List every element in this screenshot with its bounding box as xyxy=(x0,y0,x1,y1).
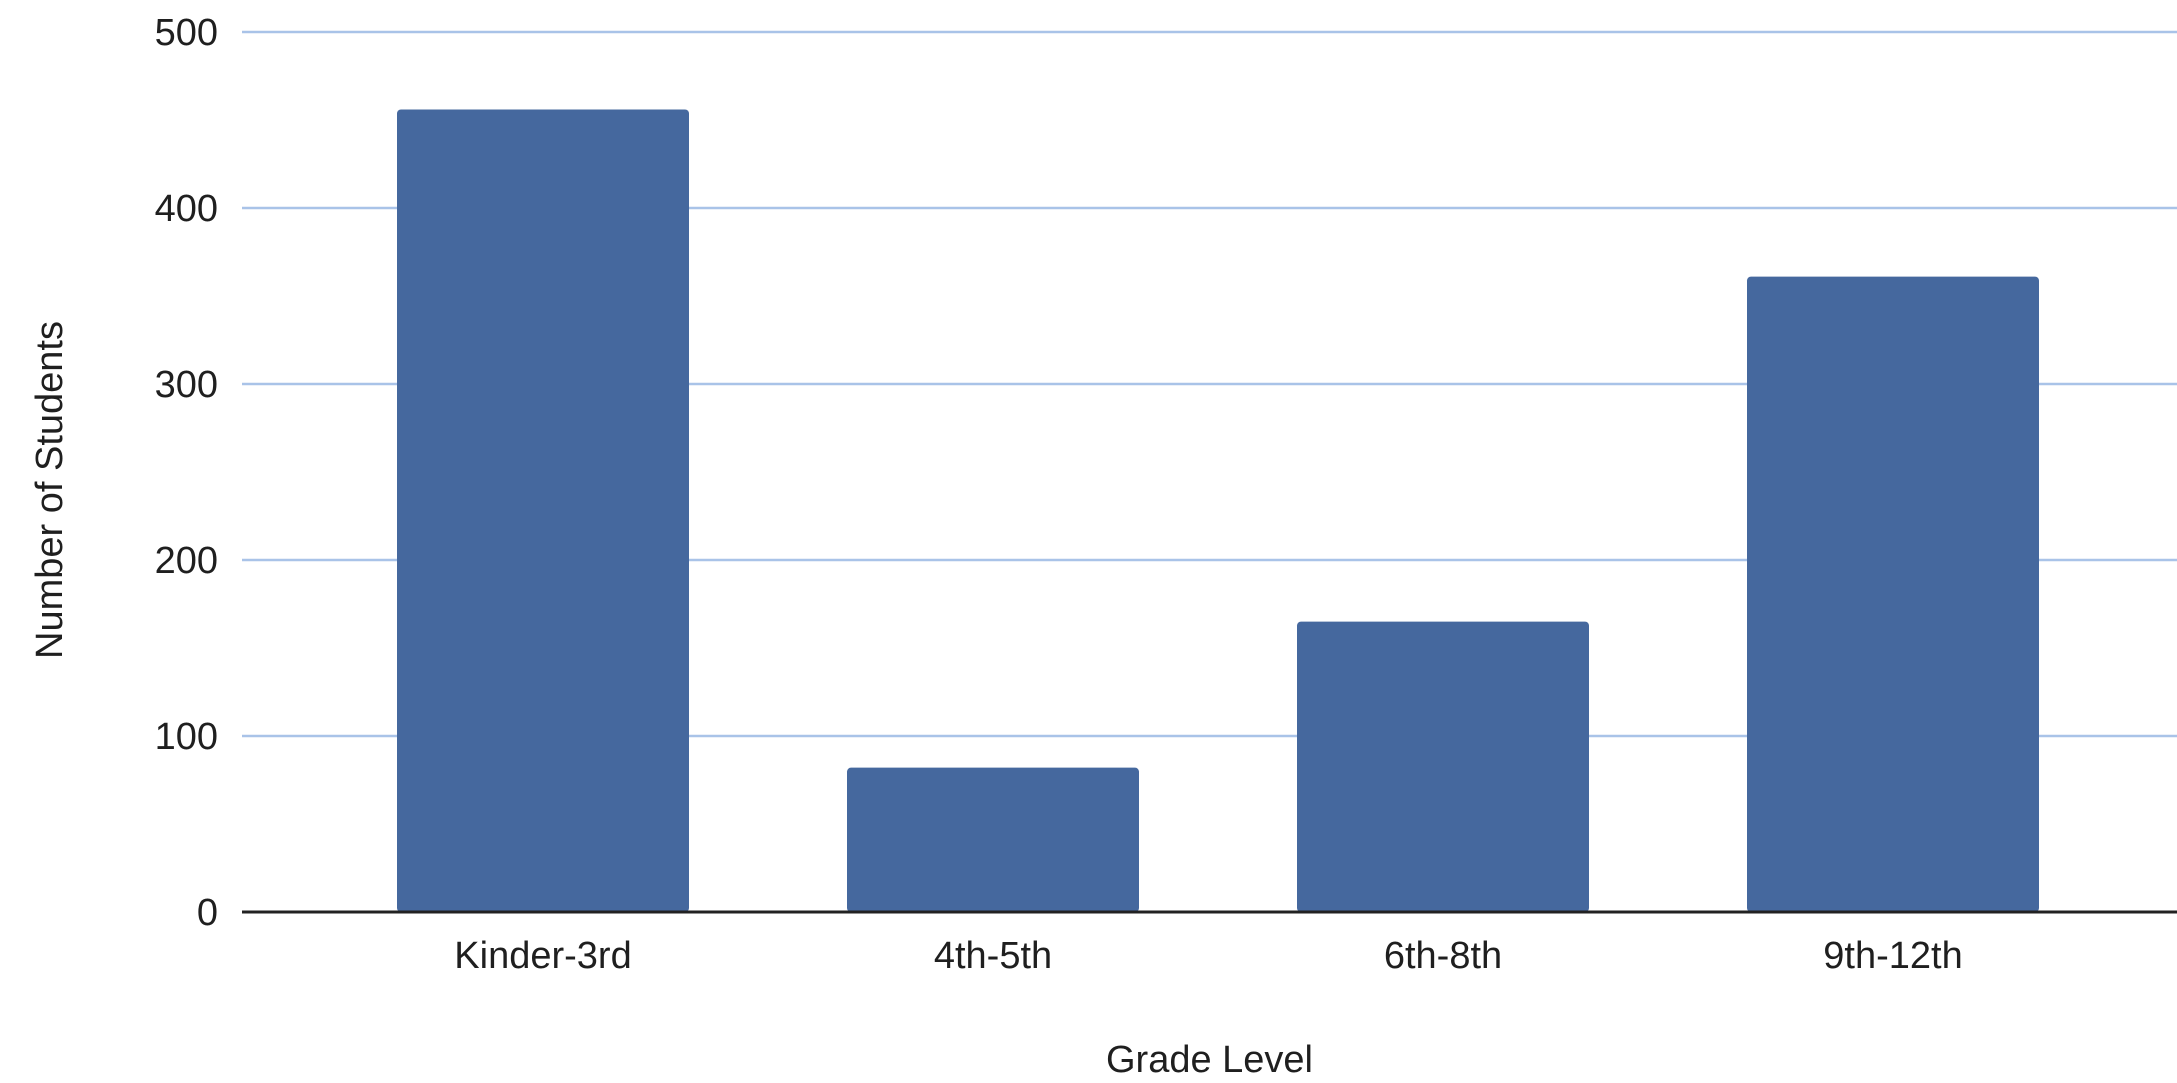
x-axis-ticks: Kinder-3rd 4th-5th 6th-8th 9th-12th xyxy=(454,935,1962,977)
x-tick-label: 9th-12th xyxy=(1823,935,1962,977)
x-tick-label: 4th-5th xyxy=(934,935,1052,977)
bars xyxy=(397,109,2039,912)
y-tick-label: 100 xyxy=(155,716,218,758)
y-tick-label: 500 xyxy=(155,12,218,54)
bar-kinder-3rd xyxy=(397,109,689,912)
x-tick-label: 6th-8th xyxy=(1384,935,1502,977)
x-tick-label: Kinder-3rd xyxy=(454,935,631,977)
y-tick-label: 400 xyxy=(155,188,218,230)
bar-9th-12th xyxy=(1747,276,2039,912)
bar-6th-8th xyxy=(1297,621,1589,912)
y-tick-label: 300 xyxy=(155,364,218,406)
x-axis-title: Grade Level xyxy=(1106,1039,1313,1081)
y-axis-title: Number of Students xyxy=(29,321,71,659)
y-axis-ticks: 0 100 200 300 400 500 xyxy=(155,12,218,934)
bar-4th-5th xyxy=(847,767,1139,912)
y-tick-label: 200 xyxy=(155,540,218,582)
y-tick-label: 0 xyxy=(197,892,218,934)
